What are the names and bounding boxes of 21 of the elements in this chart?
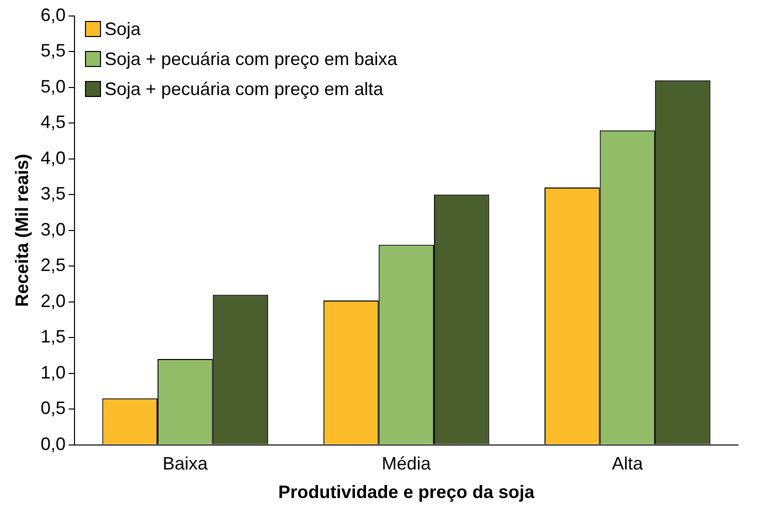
y-tick-label: 6,0: [40, 4, 66, 25]
y-tick-label: 5,0: [40, 76, 66, 96]
y-tick-label: 2,5: [40, 255, 66, 276]
y-tick-label: 0,5: [40, 398, 66, 418]
y-tick-label: 1,5: [40, 326, 66, 347]
x-tick-label: Média: [382, 454, 432, 474]
legend-label: Soja + pecuária com preço em alta: [104, 78, 384, 100]
y-tick-label: 4,0: [40, 148, 66, 168]
y-tick-label: 0,0: [40, 434, 66, 454]
y-tick-label: 4,5: [40, 112, 66, 132]
x-tick-label: Baixa: [162, 454, 209, 474]
y-tick-label: 5,5: [40, 40, 66, 61]
legend-label: Soja: [104, 18, 141, 40]
legend-label: Soja + pecuária com preço em baixa: [104, 48, 398, 70]
y-axis-title: Receita (Mil reais): [12, 154, 32, 307]
y-tick-label: 2,0: [40, 290, 66, 311]
y-tick-label: 3,0: [40, 219, 66, 240]
y-tick-label: 1,0: [40, 362, 66, 382]
x-tick-label: Alta: [612, 454, 644, 474]
x-axis-title: Produtividade e preço da soja: [278, 482, 536, 502]
y-tick-label: 3,5: [40, 184, 66, 204]
